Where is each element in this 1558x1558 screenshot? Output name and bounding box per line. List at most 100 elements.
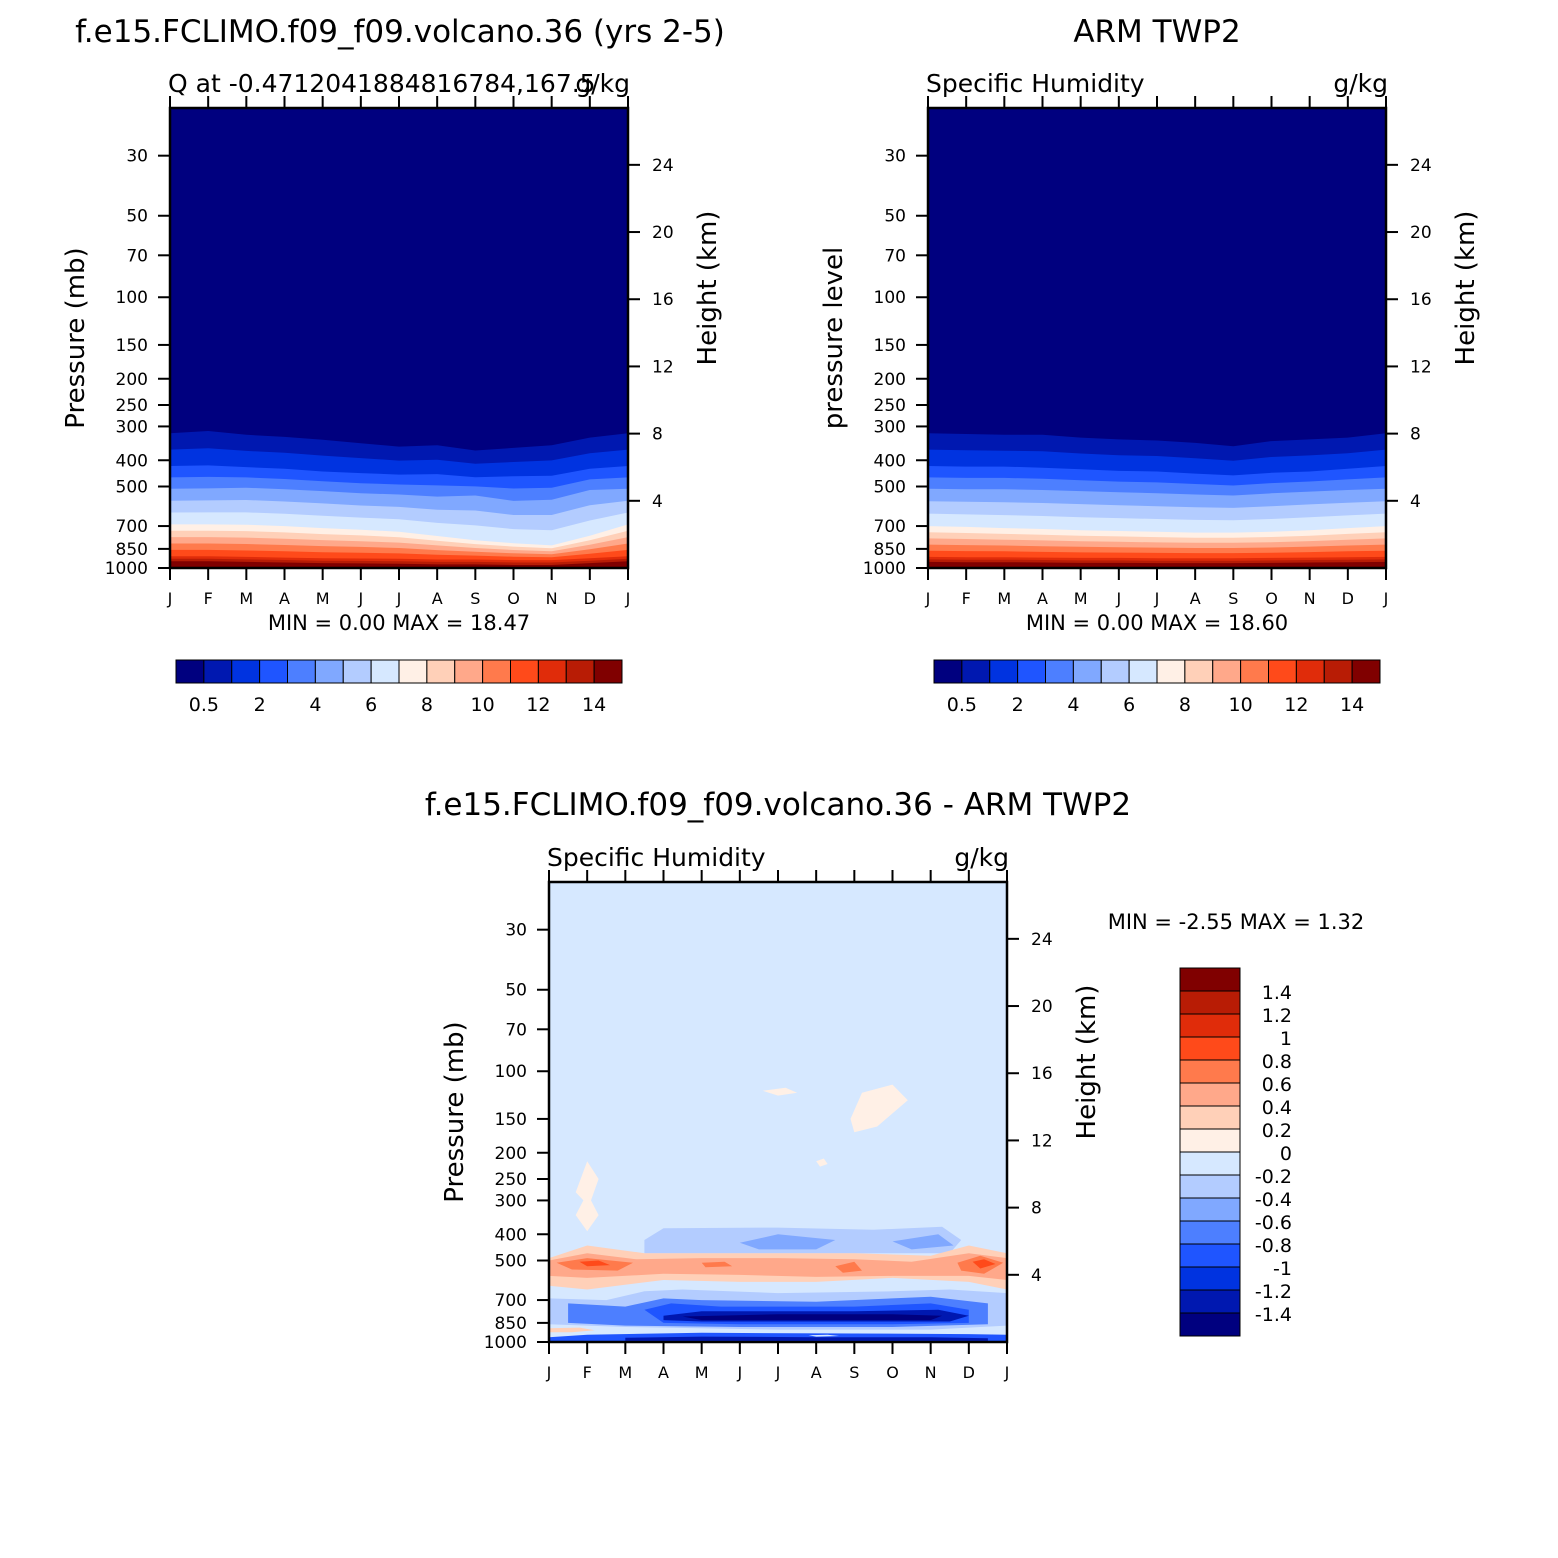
colorbar-swatch — [1128, 659, 1158, 684]
colorbar-swatch — [1268, 659, 1297, 684]
height-tick-label: 8 — [652, 425, 663, 445]
pressure-tick-label: 850 — [495, 1314, 527, 1334]
contour-region — [816, 1158, 828, 1167]
month-tick-label: O — [886, 1363, 899, 1382]
height-tick-label: 12 — [652, 357, 674, 377]
colorbar-label: 0 — [1280, 1143, 1292, 1165]
colorbar-swatch — [287, 659, 316, 684]
height-tick-label: 8 — [1410, 425, 1421, 445]
colorbar-label: 0.2 — [1262, 1120, 1292, 1142]
obs-panel-title: ARM TWP2 — [1073, 14, 1240, 50]
colorbar-swatch — [398, 659, 428, 684]
height-tick-label: 20 — [1410, 223, 1432, 243]
pressure-tick-label: 250 — [116, 396, 148, 416]
pressure-tick-label: 850 — [116, 540, 148, 560]
colorbar-label: 0.6 — [1262, 1074, 1292, 1096]
month-tick-label: J — [775, 1363, 781, 1382]
colorbar-swatch — [1179, 1082, 1241, 1107]
pressure-tick-label: 100 — [874, 288, 906, 308]
colorbar-swatch — [1179, 1266, 1241, 1291]
colorbar-label: -1.4 — [1255, 1304, 1292, 1326]
pressure-tick-label: 700 — [116, 517, 148, 537]
plot-variable-label: Specific Humidity — [547, 843, 766, 872]
month-tick-label: S — [1228, 589, 1238, 608]
colorbar-swatch — [175, 659, 205, 684]
contour-region — [762, 1087, 798, 1096]
pressure-tick-label: 50 — [884, 207, 906, 227]
colorbar-label: 14 — [582, 694, 606, 716]
colorbar-label: 0.5 — [947, 694, 977, 716]
contour-region — [835, 1261, 862, 1273]
colorbar-swatch — [1179, 1220, 1241, 1245]
pressure-tick-label: 500 — [874, 477, 906, 497]
colorbar-swatch — [1179, 1013, 1241, 1038]
diff-panel: J F M A M J J A S O N D J305070100150200250300400500… — [440, 843, 1364, 1382]
pressure-tick-label: 400 — [116, 451, 148, 471]
month-tick-label: J — [1383, 589, 1389, 608]
height-tick-label: 24 — [1031, 930, 1053, 950]
month-tick-label: A — [658, 1363, 669, 1382]
height-tick-label: 16 — [652, 290, 674, 310]
month-tick-label: J — [167, 589, 173, 608]
month-tick-label: S — [849, 1363, 859, 1382]
colorbar-label: -1.2 — [1255, 1281, 1292, 1303]
height-tick-label: 24 — [1410, 156, 1432, 176]
plot-variable-label: Specific Humidity — [926, 69, 1145, 98]
pressure-tick-label: 1000 — [105, 559, 148, 579]
colorbar-label: -0.2 — [1255, 1166, 1292, 1188]
colorbar-label: 6 — [365, 694, 377, 716]
month-tick-label: M — [997, 589, 1011, 608]
contour-band — [928, 561, 1386, 568]
min-max-label: MIN = 0.00 MAX = 18.60 — [1026, 611, 1288, 635]
pressure-tick-label: 200 — [116, 370, 148, 390]
height-tick-label: 4 — [1410, 492, 1421, 512]
colorbar-label: 1.2 — [1262, 1005, 1292, 1027]
colorbar-swatch — [1179, 967, 1241, 992]
pressure-tick-label: 300 — [495, 1191, 527, 1211]
colorbar-label: -1 — [1273, 1258, 1292, 1280]
colorbar-swatch — [1179, 1312, 1241, 1337]
height-tick-label: 20 — [1031, 997, 1053, 1017]
pressure-tick-label: 30 — [505, 921, 527, 941]
month-tick-label: J — [1004, 1363, 1010, 1382]
pressure-tick-label: 100 — [495, 1062, 527, 1082]
month-tick-label: J — [1154, 589, 1160, 608]
colorbar-label: 2 — [1012, 694, 1024, 716]
height-tick-label: 12 — [1410, 357, 1432, 377]
colorbar-swatch — [1072, 659, 1102, 684]
height-tick-label: 4 — [1031, 1266, 1042, 1286]
pressure-tick-label: 70 — [505, 1020, 527, 1040]
colorbar-swatch — [482, 659, 511, 684]
colorbar-swatch — [1045, 659, 1074, 684]
pressure-tick-label: 700 — [495, 1291, 527, 1311]
colorbar-swatch — [314, 659, 344, 684]
month-tick-label: M — [1074, 589, 1088, 608]
contour-region — [808, 1334, 840, 1337]
colorbar-swatch — [1212, 659, 1242, 684]
contour-region — [579, 1260, 611, 1267]
colorbar-label: 4 — [309, 694, 321, 716]
diff-panel-title: f.e15.FCLIMO.f09_f09.volcano.36 - ARM TW… — [425, 787, 1131, 823]
colorbar-label: 0.4 — [1262, 1097, 1292, 1119]
colorbar-swatch — [510, 659, 539, 684]
colorbar-label: -0.8 — [1255, 1235, 1292, 1257]
contour-region — [972, 1259, 996, 1269]
y2-axis-title: Height (km) — [693, 211, 723, 366]
pressure-tick-label: 200 — [874, 370, 906, 390]
colorbar-label: 10 — [471, 694, 495, 716]
colorbar-swatch — [1179, 1174, 1241, 1199]
colorbar-swatch — [1179, 1289, 1241, 1314]
colorbar-label: 12 — [1284, 694, 1308, 716]
height-tick-label: 16 — [1031, 1064, 1053, 1084]
month-tick-label: A — [1190, 589, 1201, 608]
month-tick-label: J — [357, 589, 363, 608]
colorbar-swatch — [203, 659, 233, 684]
month-tick-label: M — [316, 589, 330, 608]
colorbar-swatch — [989, 659, 1019, 684]
colorbar-swatch — [342, 659, 372, 684]
colorbar-swatch — [1179, 1128, 1241, 1153]
pressure-tick-label: 700 — [874, 517, 906, 537]
colorbar-swatch — [933, 659, 963, 684]
